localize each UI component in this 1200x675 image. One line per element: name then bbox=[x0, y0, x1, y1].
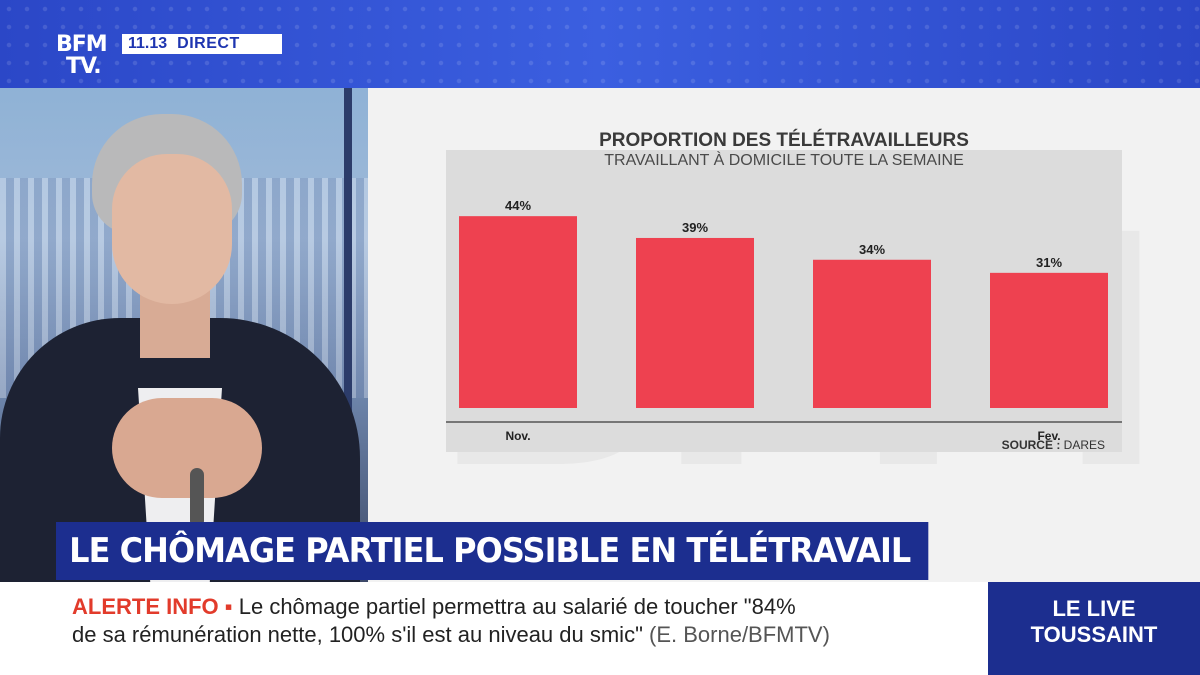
logo-line2: TV. bbox=[66, 54, 102, 79]
program-line2: TOUSSAINT bbox=[1030, 622, 1158, 647]
ticker-text2: de sa rémunération nette, 100% s'il est … bbox=[72, 622, 643, 647]
chart-subtitle: TRAVAILLANT À DOMICILE TOUTE LA SEMAINE bbox=[604, 152, 964, 169]
bar-0 bbox=[459, 216, 577, 408]
ticker-text1: Le chômage partiel permettra au salarié … bbox=[238, 594, 796, 619]
chart-panel: BFM PROPORTION DES TÉLÉTRAVAILLEURS TRAV… bbox=[368, 88, 1200, 588]
bar-value-label-1: 39% bbox=[682, 220, 708, 235]
live-clock: 11.13 DIRECT bbox=[122, 34, 282, 54]
chart-source: SOURCE : DARES bbox=[1002, 438, 1105, 452]
logo-line1: BFM bbox=[56, 32, 108, 57]
program-badge: LE LIVE TOUSSAINT bbox=[988, 582, 1200, 675]
channel-logo: BFM TV. bbox=[56, 34, 116, 84]
bar-chart: 44% Nov. 39% 34% 31% Fev. bbox=[446, 198, 1122, 443]
ticker-line1: ALERTE INFO ▪ Le chômage partiel permett… bbox=[72, 594, 796, 620]
live-status: DIRECT bbox=[177, 35, 240, 52]
source-value: DARES bbox=[1063, 438, 1105, 452]
news-ticker: ALERTE INFO ▪ Le chômage partiel permett… bbox=[0, 582, 988, 675]
bar-value-label-3: 31% bbox=[1036, 255, 1062, 270]
clock-time: 11.13 bbox=[128, 35, 168, 52]
headline-banner: LE CHÔMAGE PARTIEL POSSIBLE EN TÉLÉTRAVA… bbox=[56, 522, 929, 580]
bar-2 bbox=[813, 259, 931, 408]
category-label-0: Nov. bbox=[505, 429, 530, 443]
category-label-3: Fev. bbox=[1037, 429, 1060, 443]
source-label: SOURCE : bbox=[1001, 438, 1061, 452]
bar-1 bbox=[636, 237, 754, 408]
bar-value-label-0: 44% bbox=[505, 198, 531, 213]
program-line1: LE LIVE bbox=[1052, 596, 1136, 621]
presenter-face bbox=[112, 154, 232, 304]
alert-bullet: ▪ bbox=[224, 594, 233, 619]
studio-video bbox=[0, 88, 368, 588]
top-banner: BFM TV. 11.13 DIRECT bbox=[0, 0, 1200, 88]
microphone bbox=[190, 468, 204, 528]
studio-divider bbox=[344, 88, 352, 588]
ticker-attribution: (E. Borne/BFMTV) bbox=[649, 622, 830, 647]
bar-value-label-2: 34% bbox=[859, 242, 885, 257]
chart-title: PROPORTION DES TÉLÉTRAVAILLEURS bbox=[599, 130, 969, 151]
bar-3 bbox=[990, 272, 1108, 408]
presenter-hands bbox=[112, 398, 262, 498]
ticker-line2: de sa rémunération nette, 100% s'il est … bbox=[72, 622, 830, 648]
alert-label: ALERTE INFO bbox=[72, 594, 219, 619]
